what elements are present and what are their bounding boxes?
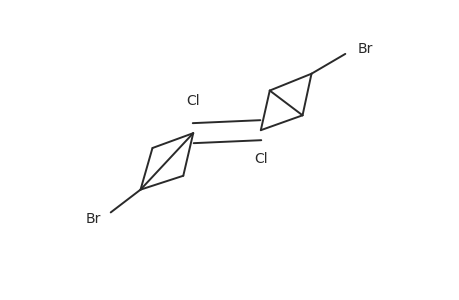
Text: Cl: Cl	[186, 94, 200, 108]
Text: Br: Br	[357, 42, 372, 56]
Text: Cl: Cl	[253, 152, 267, 166]
Text: Br: Br	[85, 212, 101, 226]
